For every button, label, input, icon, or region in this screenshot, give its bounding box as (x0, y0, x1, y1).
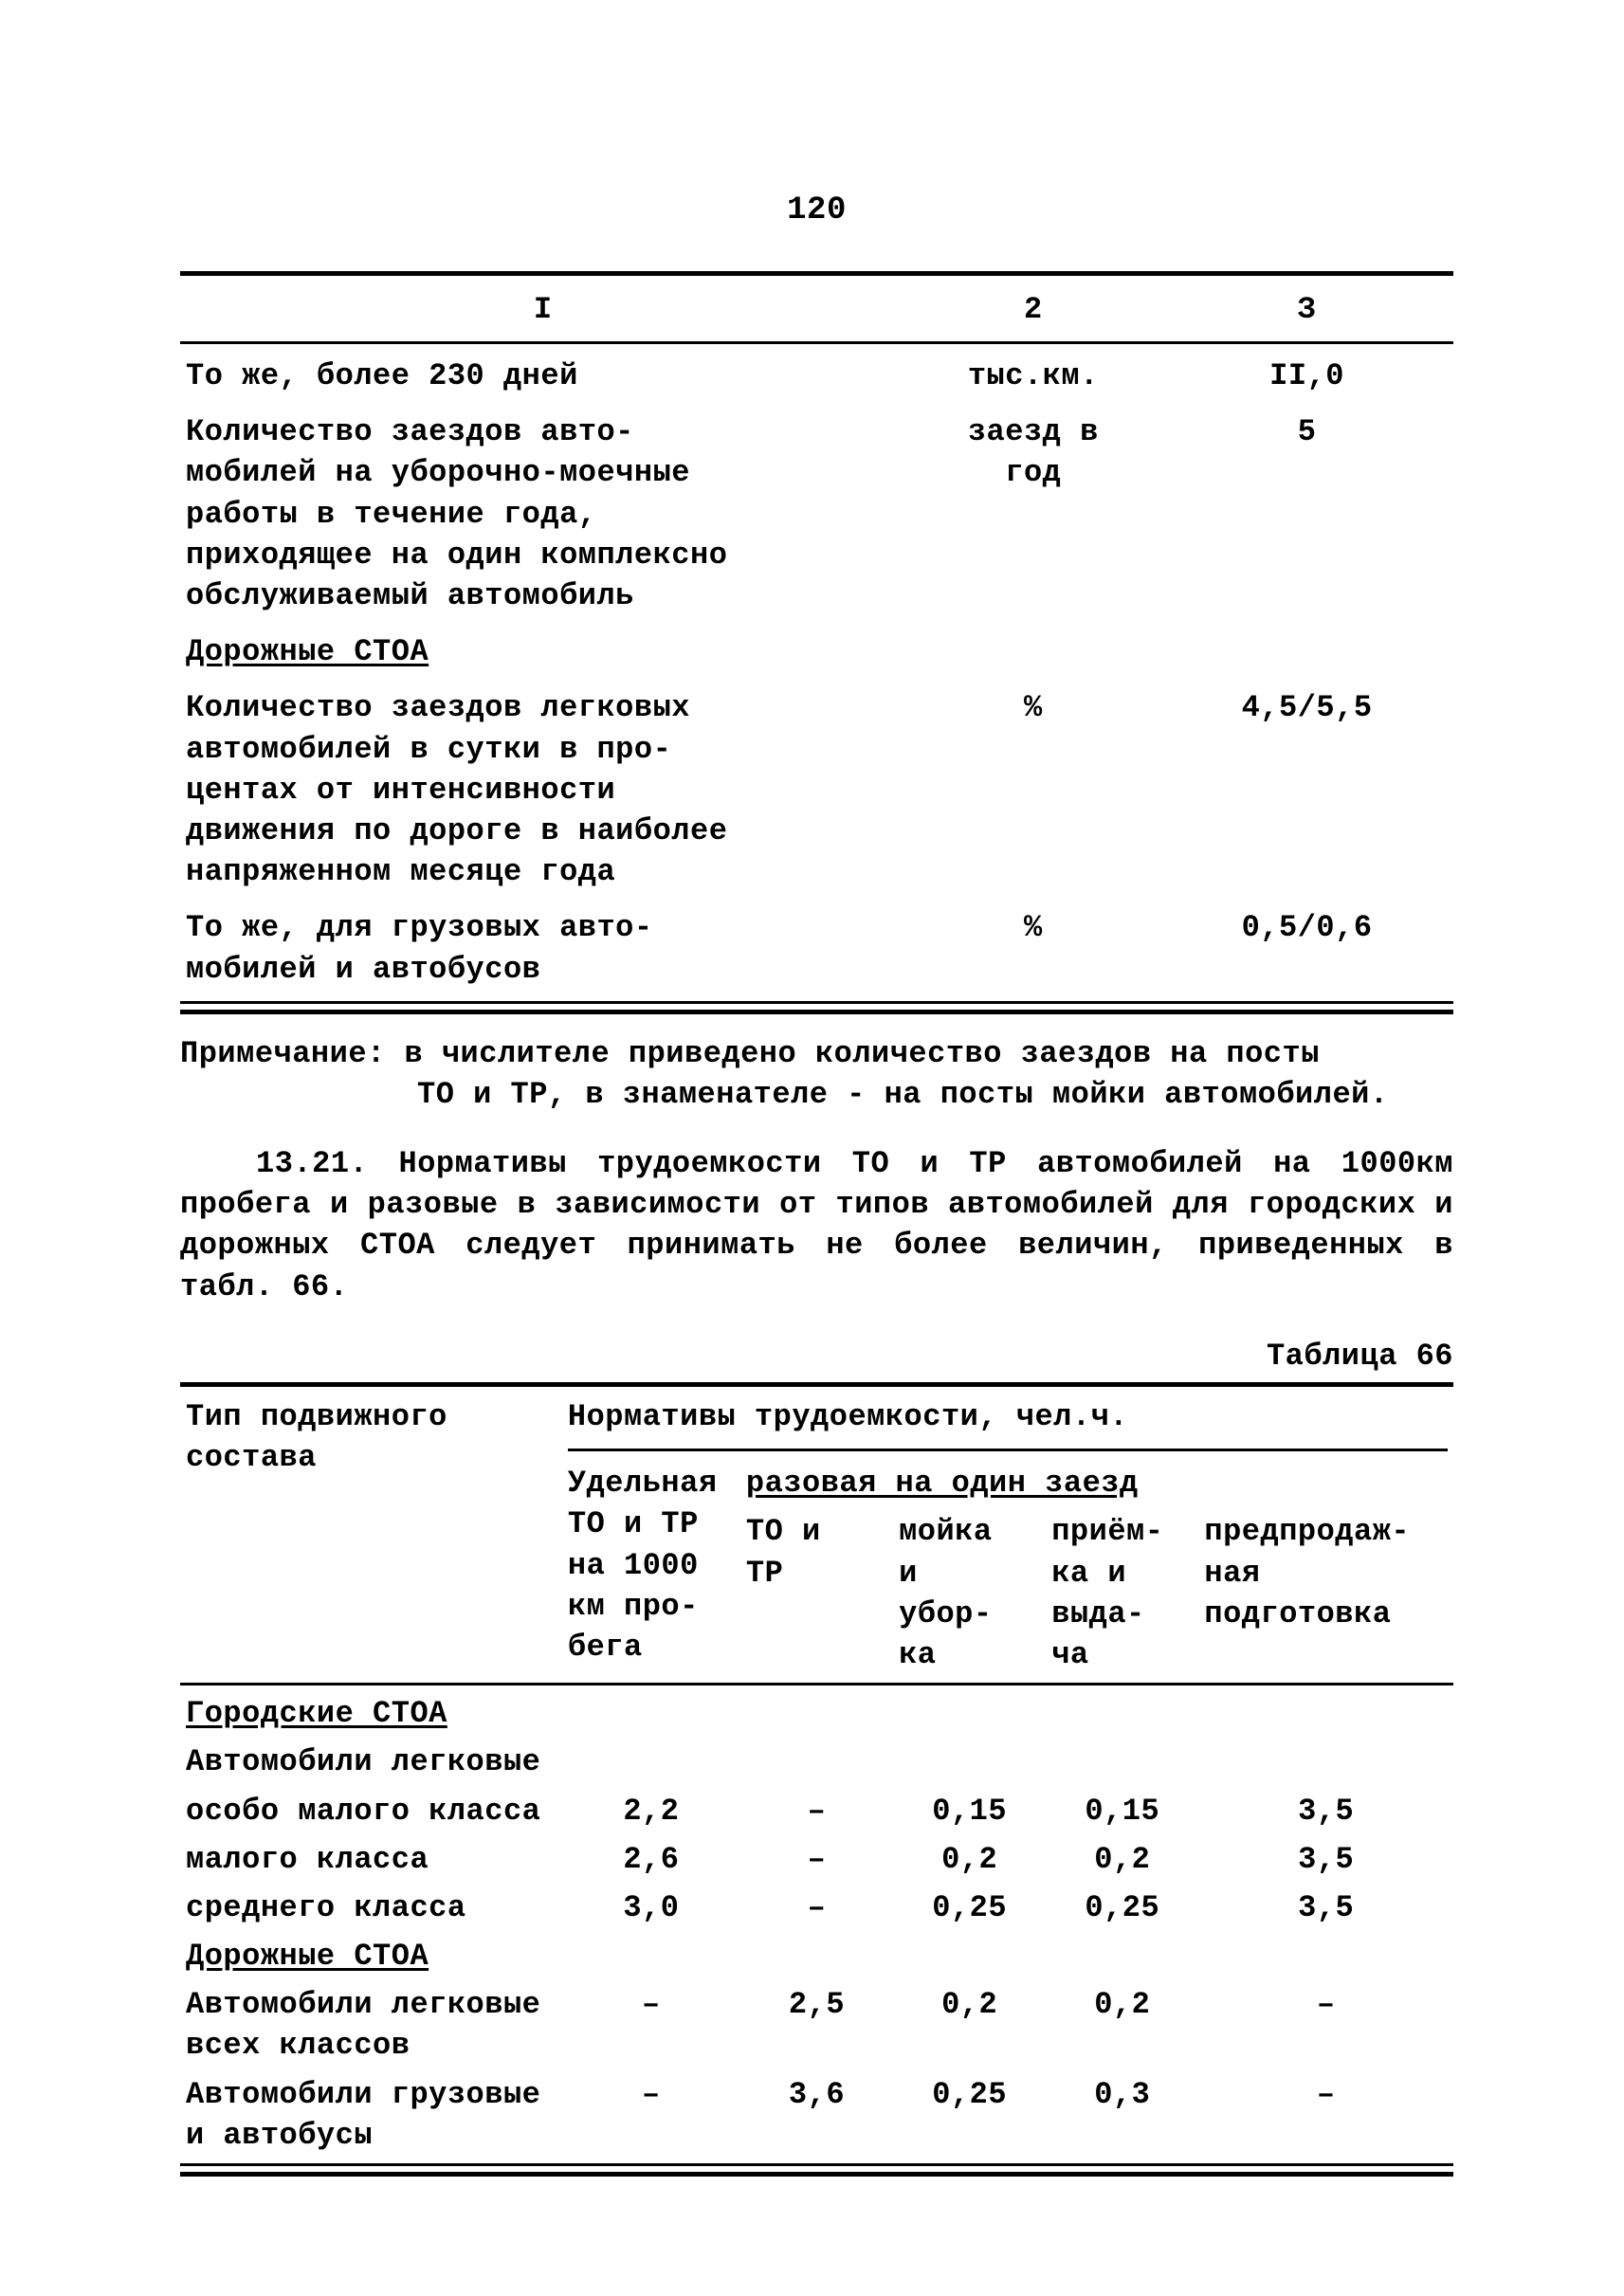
t2-row-c5: 0,3 (1046, 2070, 1198, 2159)
table1-container: I 2 З То же, более 230 днейтыс.км.II,0 Ко… (180, 271, 1453, 1014)
t2-head-type: Тип подвижного состава (180, 1393, 562, 1507)
page-number: 120 (180, 190, 1453, 233)
t1-row-c1: То же, более 230 дней (180, 348, 906, 404)
t1-row-c3: 0,5/0,6 (1160, 900, 1453, 996)
t2-row-c4 (893, 1689, 1046, 1738)
t2-row-c4: 0,15 (893, 1787, 1046, 1835)
t2-row-c5: 0,2 (1046, 1835, 1198, 1884)
t2-row-c5: 0,2 (1046, 1980, 1198, 2069)
t1-head-c2: 2 (906, 282, 1161, 337)
t1-row-c3 (1160, 624, 1453, 680)
t2-row-c4: 0,25 (893, 1884, 1046, 1932)
table66-container: Тип подвижного состава Нормативы трудоем… (180, 1382, 1453, 2177)
t2-row-c5 (1046, 1738, 1198, 1786)
t2-row-c4: 0,2 (893, 1980, 1046, 2069)
t2-row-c3: 3,6 (740, 2070, 893, 2159)
t2-sub2: ТО и ТР (740, 1507, 893, 1679)
t2-row-c4 (893, 1932, 1046, 1980)
t1-row-c1: Дорожные СТОА (180, 624, 906, 680)
t2-row-c2: 3,0 (562, 1884, 740, 1932)
t2-row-c2: – (562, 2070, 740, 2159)
t2-row-c5: 0,25 (1046, 1884, 1198, 1932)
t1-head-c3: З (1160, 282, 1453, 337)
t2-sub4: приём- ка и выда- ча (1046, 1507, 1198, 1679)
t2-row-c1: особо малого класса (180, 1787, 562, 1835)
t2-row-c6 (1198, 1738, 1453, 1786)
t1-row-c2: заезд в год (906, 404, 1161, 624)
paragraph-13-21: 13.21. Нормативы трудоемкости ТО и ТР ав… (180, 1143, 1453, 1307)
t1-row-c2: % (906, 900, 1161, 996)
t2-row-c3 (740, 1738, 893, 1786)
t2-row-c2 (562, 1738, 740, 1786)
t2-row-c3: 2,5 (740, 1980, 893, 2069)
t2-row-c1: Автомобили легковые (180, 1738, 562, 1786)
t1-row-c2: % (906, 680, 1161, 900)
t2-row-c1: Автомобили легковые всех классов (180, 1980, 562, 2069)
note-label: Примечание: (180, 1036, 386, 1071)
t2-row-c1: Дорожные СТОА (180, 1932, 562, 1980)
t2-row-c6 (1198, 1932, 1453, 1980)
t2-row-c6: 3,5 (1198, 1787, 1453, 1835)
table66: Тип подвижного состава Нормативы трудоем… (180, 1393, 1453, 1679)
t2-row-c6: 3,5 (1198, 1884, 1453, 1932)
table66-label: Таблица 66 (180, 1336, 1453, 1376)
t2-row-c5: 0,15 (1046, 1787, 1198, 1835)
t2-row-c1: Автомобили грузовые и автобусы (180, 2070, 562, 2159)
t2-row-c3 (740, 1689, 893, 1738)
t2-sub1: Удельная ТО и ТР на 1000 км про- бега (562, 1459, 740, 1679)
t2-row-c6: – (1198, 2070, 1453, 2159)
t1-row-c3: 4,5/5,5 (1160, 680, 1453, 900)
t2-sub-row-header: разовая на один заезд (740, 1459, 1453, 1507)
t1-row-c1: То же, для грузовых авто- мобилей и авто… (180, 900, 906, 996)
t1-row-c3: 5 (1160, 404, 1453, 624)
t2-row-c2: 2,6 (562, 1835, 740, 1884)
t2-row-c4 (893, 1738, 1046, 1786)
t2-row-c2: 2,2 (562, 1787, 740, 1835)
t2-row-c2 (562, 1932, 740, 1980)
t1-row-c1: Количество заездов авто- мобилей на убор… (180, 404, 906, 624)
t2-row-c5 (1046, 1689, 1198, 1738)
t1-row-c3: II,0 (1160, 348, 1453, 404)
t1-head-c1: I (180, 282, 906, 337)
t2-row-c4: 0,2 (893, 1835, 1046, 1884)
t2-row-c2: – (562, 1980, 740, 2069)
t2-head-norm: Нормативы трудоемкости, чел.ч. (562, 1393, 1453, 1441)
t2-row-c5 (1046, 1932, 1198, 1980)
t2-sub5: предпродаж- ная подготовка (1198, 1507, 1453, 1679)
t2-sub3: мойка и убор- ка (893, 1507, 1046, 1679)
t1-row-c1: Количество заездов легковых автомобилей … (180, 680, 906, 900)
t2-row-c6 (1198, 1689, 1453, 1738)
t2-row-c3 (740, 1932, 893, 1980)
t2-row-c4: 0,25 (893, 2070, 1046, 2159)
t2-row-c1: среднего класса (180, 1884, 562, 1932)
note-block: Примечание: в числителе приведено количе… (180, 1033, 1453, 1115)
t2-row-c1: Городские СТОА (180, 1689, 562, 1738)
t2-row-c6: 3,5 (1198, 1835, 1453, 1884)
t1-row-c2 (906, 624, 1161, 680)
note-line1: в числителе приведено количество заездов… (404, 1036, 1319, 1071)
t2-row-c2 (562, 1689, 740, 1738)
t2-row-c3: – (740, 1884, 893, 1932)
t2-row-c3: – (740, 1835, 893, 1884)
t2-row-c1: малого класса (180, 1835, 562, 1884)
table1: I 2 З (180, 282, 1453, 337)
t2-row-c6: – (1198, 1980, 1453, 2069)
t2-row-c3: – (740, 1787, 893, 1835)
note-line2: ТО и ТР, в знаменателе - на посты мойки … (180, 1074, 1453, 1115)
t1-row-c2: тыс.км. (906, 348, 1161, 404)
